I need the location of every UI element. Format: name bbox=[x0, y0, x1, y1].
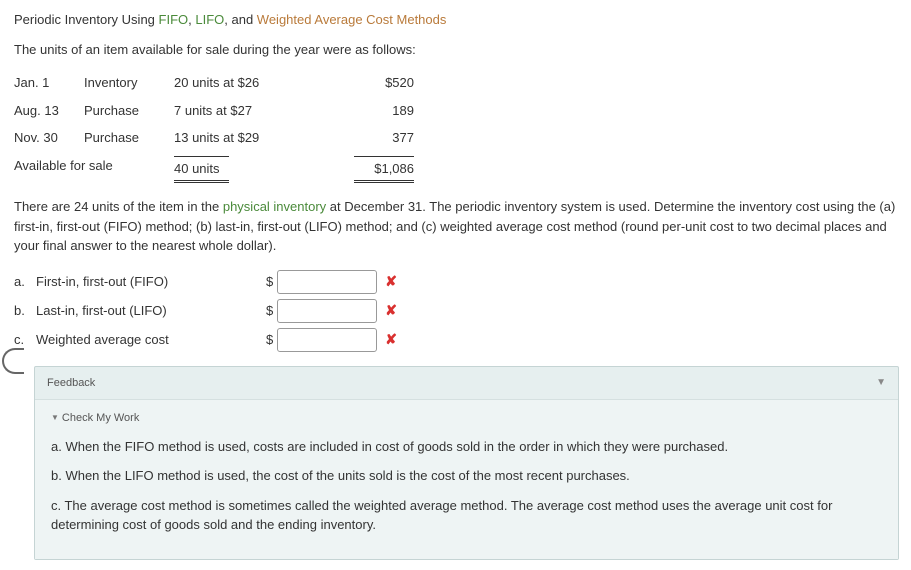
cell-amount: 377 bbox=[334, 124, 424, 152]
answer-letter: c. bbox=[14, 330, 36, 350]
total-label: Available for sale bbox=[14, 152, 174, 188]
dollar-sign: $ bbox=[266, 330, 273, 350]
wrong-icon: ✘ bbox=[385, 329, 397, 350]
feedback-item: c. The average cost method is sometimes … bbox=[51, 496, 882, 535]
answer-label: First-in, first-out (FIFO) bbox=[36, 272, 266, 292]
answer-row-lifo: b. Last-in, first-out (LIFO) $ ✘ bbox=[14, 299, 899, 323]
answer-letter: b. bbox=[14, 301, 36, 321]
question-text: There are 24 units of the item in the ph… bbox=[14, 197, 899, 256]
total-amount: $1,086 bbox=[334, 152, 424, 188]
wrong-icon: ✘ bbox=[385, 271, 397, 292]
answer-letter: a. bbox=[14, 272, 36, 292]
wrong-icon: ✘ bbox=[385, 300, 397, 321]
total-units: 40 units bbox=[174, 152, 334, 188]
feedback-header[interactable]: Feedback ▼ bbox=[35, 367, 898, 401]
cell-amount: 189 bbox=[334, 97, 424, 125]
cell-date: Aug. 13 bbox=[14, 97, 84, 125]
cell-desc: Purchase bbox=[84, 97, 174, 125]
cell-date: Jan. 1 bbox=[14, 69, 84, 97]
table-row: Jan. 1 Inventory 20 units at $26 $520 bbox=[14, 69, 424, 97]
title-sep2: , and bbox=[224, 12, 257, 27]
check-my-work-toggle[interactable]: ▼Check My Work bbox=[51, 410, 882, 427]
physical-inventory-link[interactable]: physical inventory bbox=[223, 199, 326, 214]
fifo-input[interactable] bbox=[277, 270, 377, 294]
answer-row-wac: c. Weighted average cost $ ✘ bbox=[14, 328, 899, 352]
title-lifo: LIFO bbox=[195, 12, 224, 27]
dollar-sign: $ bbox=[266, 272, 273, 292]
feedback-title: Feedback bbox=[47, 375, 95, 392]
collapse-icon[interactable]: ▼ bbox=[876, 375, 886, 390]
title-fifo: FIFO bbox=[159, 12, 189, 27]
selection-arc-icon bbox=[2, 348, 24, 374]
title-prefix: Periodic Inventory Using bbox=[14, 12, 159, 27]
feedback-item: a. When the FIFO method is used, costs a… bbox=[51, 437, 882, 457]
answer-row-fifo: a. First-in, first-out (FIFO) $ ✘ bbox=[14, 270, 899, 294]
cell-desc: Inventory bbox=[84, 69, 174, 97]
intro-text: The units of an item available for sale … bbox=[14, 40, 899, 60]
cell-amount: $520 bbox=[334, 69, 424, 97]
cell-desc: Purchase bbox=[84, 124, 174, 152]
feedback-panel: Feedback ▼ ▼Check My Work a. When the FI… bbox=[34, 366, 899, 560]
wac-input[interactable] bbox=[277, 328, 377, 352]
question-part1: There are 24 units of the item in the bbox=[14, 199, 223, 214]
feedback-body: ▼Check My Work a. When the FIFO method i… bbox=[35, 400, 898, 559]
chevron-down-icon: ▼ bbox=[51, 412, 59, 424]
cell-units: 7 units at $27 bbox=[174, 97, 334, 125]
check-my-work-label: Check My Work bbox=[62, 412, 139, 424]
table-row: Aug. 13 Purchase 7 units at $27 189 bbox=[14, 97, 424, 125]
cell-units: 20 units at $26 bbox=[174, 69, 334, 97]
answer-label: Last-in, first-out (LIFO) bbox=[36, 301, 266, 321]
cell-date: Nov. 30 bbox=[14, 124, 84, 152]
answer-label: Weighted average cost bbox=[36, 330, 266, 350]
cell-units: 13 units at $29 bbox=[174, 124, 334, 152]
answers-block: a. First-in, first-out (FIFO) $ ✘ b. Las… bbox=[14, 270, 899, 352]
page-title: Periodic Inventory Using FIFO, LIFO, and… bbox=[14, 10, 899, 30]
table-total-row: Available for sale 40 units $1,086 bbox=[14, 152, 424, 188]
lifo-input[interactable] bbox=[277, 299, 377, 323]
inventory-table: Jan. 1 Inventory 20 units at $26 $520 Au… bbox=[14, 69, 424, 187]
feedback-item: b. When the LIFO method is used, the cos… bbox=[51, 466, 882, 486]
table-row: Nov. 30 Purchase 13 units at $29 377 bbox=[14, 124, 424, 152]
title-wac: Weighted Average Cost Methods bbox=[257, 12, 447, 27]
dollar-sign: $ bbox=[266, 301, 273, 321]
